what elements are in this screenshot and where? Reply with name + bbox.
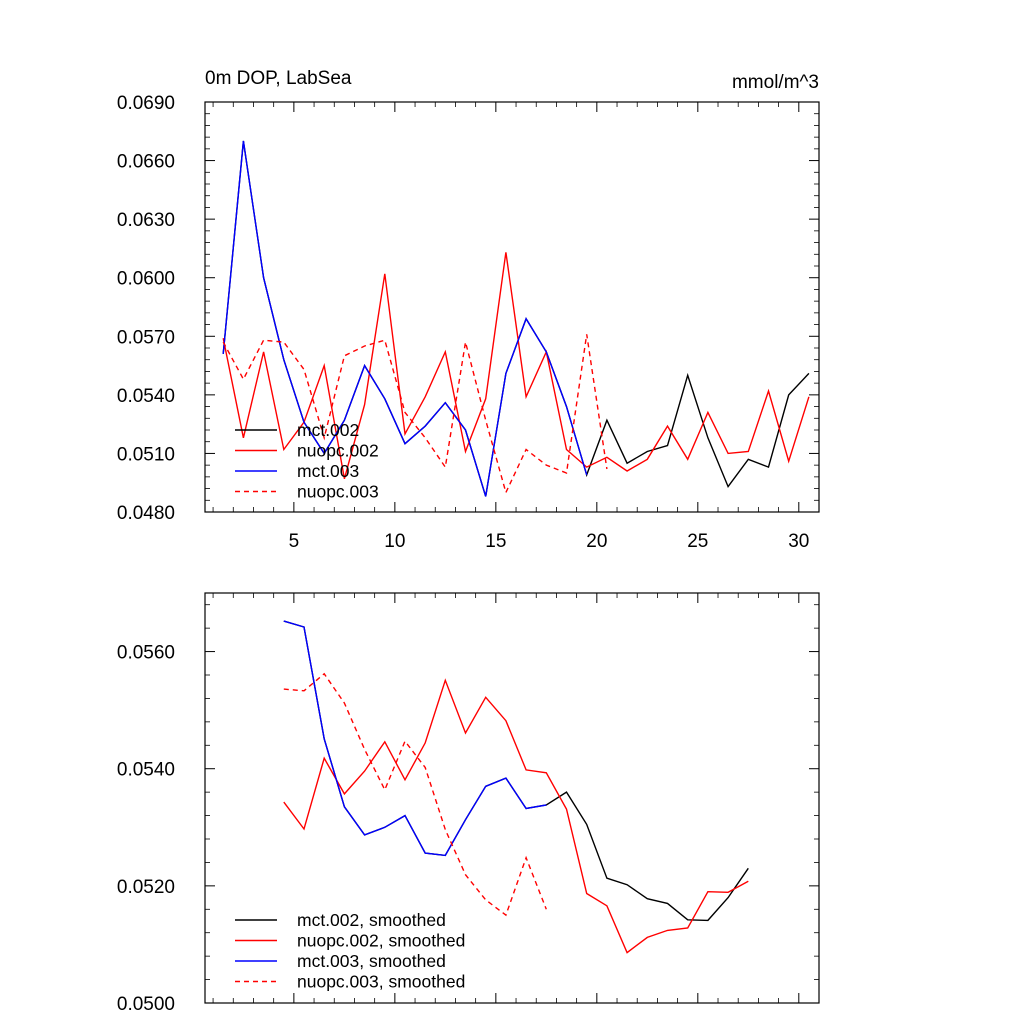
- legend-label: nuopc.002: [297, 441, 379, 461]
- legend-label: mct.002: [297, 420, 359, 440]
- series-line-nuopc-003: [222, 334, 608, 495]
- top-panel-units: mmol/m^3: [732, 72, 819, 93]
- legend-label: mct.002, smoothed: [297, 910, 446, 930]
- bottom-axis-ticks: 0.0500 0.0520 0.0540 0.0560: [117, 593, 820, 1015]
- bottom-panel: 0.0500 0.0520 0.0540 0.0560 mct.002, smooth…: [117, 592, 820, 1015]
- y-tick-label: 0.0500: [117, 994, 175, 1015]
- y-tick-label: 0.0540: [117, 386, 175, 407]
- series-line-mct-003-smoothed: [283, 620, 547, 857]
- top-axis-ticks: 5 10 15 20 25 30 0.0480 0.0510 0.0540 0.0570 0.060…: [117, 93, 820, 552]
- y-tick-label: 0.0520: [117, 877, 175, 898]
- bottom-series-group: [283, 620, 749, 954]
- series-line-nuopc-002-smoothed: [283, 678, 749, 954]
- legend-label: mct.003: [297, 461, 359, 481]
- y-tick-label: 0.0600: [117, 269, 175, 290]
- x-tick-label: 25: [687, 531, 708, 552]
- series-line-nuopc-002: [222, 252, 810, 479]
- top-panel-title: 0m DOP, LabSea: [205, 68, 352, 89]
- x-tick-label: 10: [384, 531, 405, 552]
- series-line-mct-003: [222, 140, 588, 497]
- y-tick-label: 0.0540: [117, 760, 175, 781]
- y-tick-label: 0.0690: [117, 93, 175, 114]
- y-tick-label: 0.0560: [117, 643, 175, 664]
- y-tick-label: 0.0570: [117, 327, 175, 348]
- x-tick-label: 15: [485, 531, 506, 552]
- y-tick-label: 0.0630: [117, 210, 175, 231]
- series-line-mct-002-smoothed: [283, 620, 749, 922]
- series-line-nuopc-003-smoothed: [283, 672, 547, 917]
- top-series-group: [222, 140, 810, 497]
- y-tick-label: 0.0510: [117, 444, 175, 465]
- x-tick-label: 5: [289, 531, 300, 552]
- bottom-plot-frame: [204, 592, 820, 1004]
- legend-label: nuopc.003: [297, 482, 379, 502]
- top-plot-frame: [204, 101, 820, 513]
- legend-label: nuopc.003, smoothed: [297, 972, 465, 992]
- legend-label: nuopc.002, smoothed: [297, 931, 465, 951]
- y-tick-label: 0.0660: [117, 152, 175, 173]
- x-tick-label: 20: [586, 531, 607, 552]
- legend-label: mct.003, smoothed: [297, 951, 446, 971]
- top-panel: 0m DOP, LabSea mmol/m^3 5 10 15 20 25 30 0.048…: [117, 68, 820, 552]
- x-tick-label: 30: [788, 531, 809, 552]
- y-tick-label: 0.0480: [117, 503, 175, 524]
